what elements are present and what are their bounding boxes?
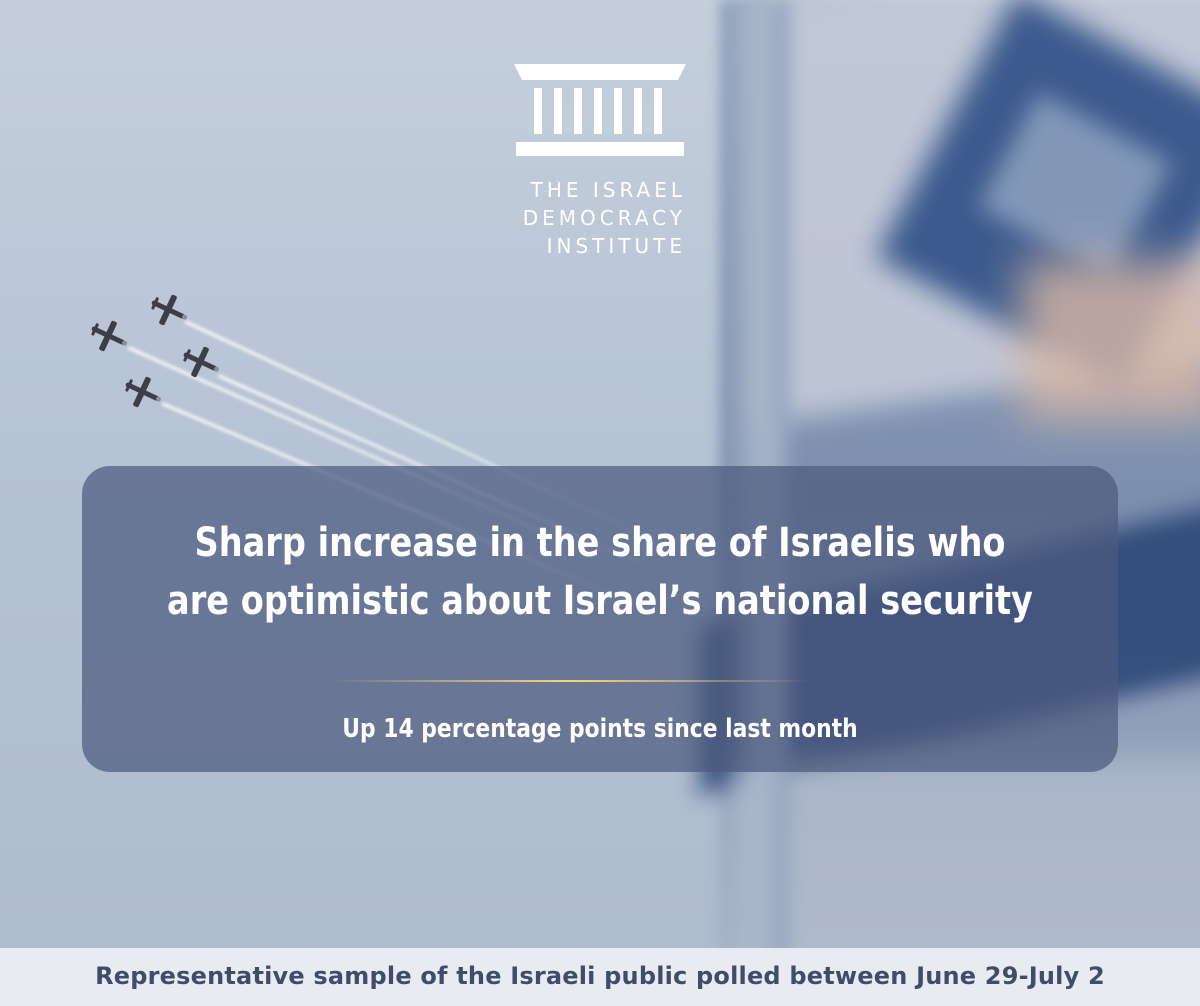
logo-line-3: INSTITUTE bbox=[546, 234, 686, 258]
logo-line-1: THE ISRAEL bbox=[530, 178, 686, 202]
gold-divider bbox=[330, 680, 810, 682]
flag-lower-fold bbox=[740, 760, 1200, 980]
airplane-icon bbox=[183, 346, 220, 378]
idi-logo: THE ISRAEL DEMOCRACY INSTITUTE bbox=[510, 58, 690, 260]
subheadline: Up 14 percentage points since last month bbox=[342, 714, 858, 744]
building-columns-icon bbox=[514, 64, 686, 156]
airplane-icon bbox=[91, 320, 128, 352]
footer-bar: Representative sample of the Israeli pub… bbox=[0, 948, 1200, 1006]
airplane-icon bbox=[151, 294, 188, 326]
poll-note: Representative sample of the Israeli pub… bbox=[95, 962, 1105, 990]
flag-highlight bbox=[1020, 260, 1200, 420]
logo-wordmark: THE ISRAEL DEMOCRACY INSTITUTE bbox=[510, 176, 686, 260]
logo-line-2: DEMOCRACY bbox=[522, 206, 686, 230]
headline-panel: Sharp increase in the share of Israelis … bbox=[82, 466, 1118, 772]
airplane-icon bbox=[125, 376, 162, 408]
headline: Sharp increase in the share of Israelis … bbox=[167, 520, 1033, 624]
